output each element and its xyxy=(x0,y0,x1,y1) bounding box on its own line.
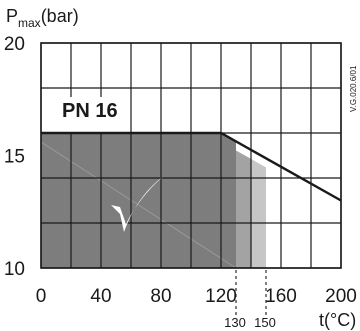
y-tick-label: 10 xyxy=(4,259,25,280)
x-tick-label: 40 xyxy=(90,286,111,307)
x-tick-label: 160 xyxy=(265,286,297,307)
x-minor-tick-label: 150 xyxy=(254,315,276,330)
region-highlight-line xyxy=(40,141,237,269)
permitted-region xyxy=(41,133,236,268)
pn-rating-label: PN 16 xyxy=(62,100,118,122)
x-tick-label: 120 xyxy=(205,286,237,307)
y-tick-label: 20 xyxy=(4,34,25,55)
temperature-band-2 xyxy=(251,158,266,268)
figure-code: V.G.020.6/01 xyxy=(349,65,358,112)
temperature-band-1 xyxy=(236,150,251,268)
pressure-limit-line xyxy=(41,131,342,202)
y-tick-label: 15 xyxy=(4,147,25,168)
annotation-box xyxy=(42,97,115,133)
x-tick-label: 200 xyxy=(325,286,357,307)
y-axis-label: Pmax(bar) xyxy=(6,6,79,30)
x-minor-tick-label: 130 xyxy=(224,315,246,330)
x-tick-label: 0 xyxy=(36,286,47,307)
x-axis-label: t(°C) xyxy=(319,310,356,330)
x-tick-label: 80 xyxy=(150,286,171,307)
plot-border xyxy=(40,42,342,269)
